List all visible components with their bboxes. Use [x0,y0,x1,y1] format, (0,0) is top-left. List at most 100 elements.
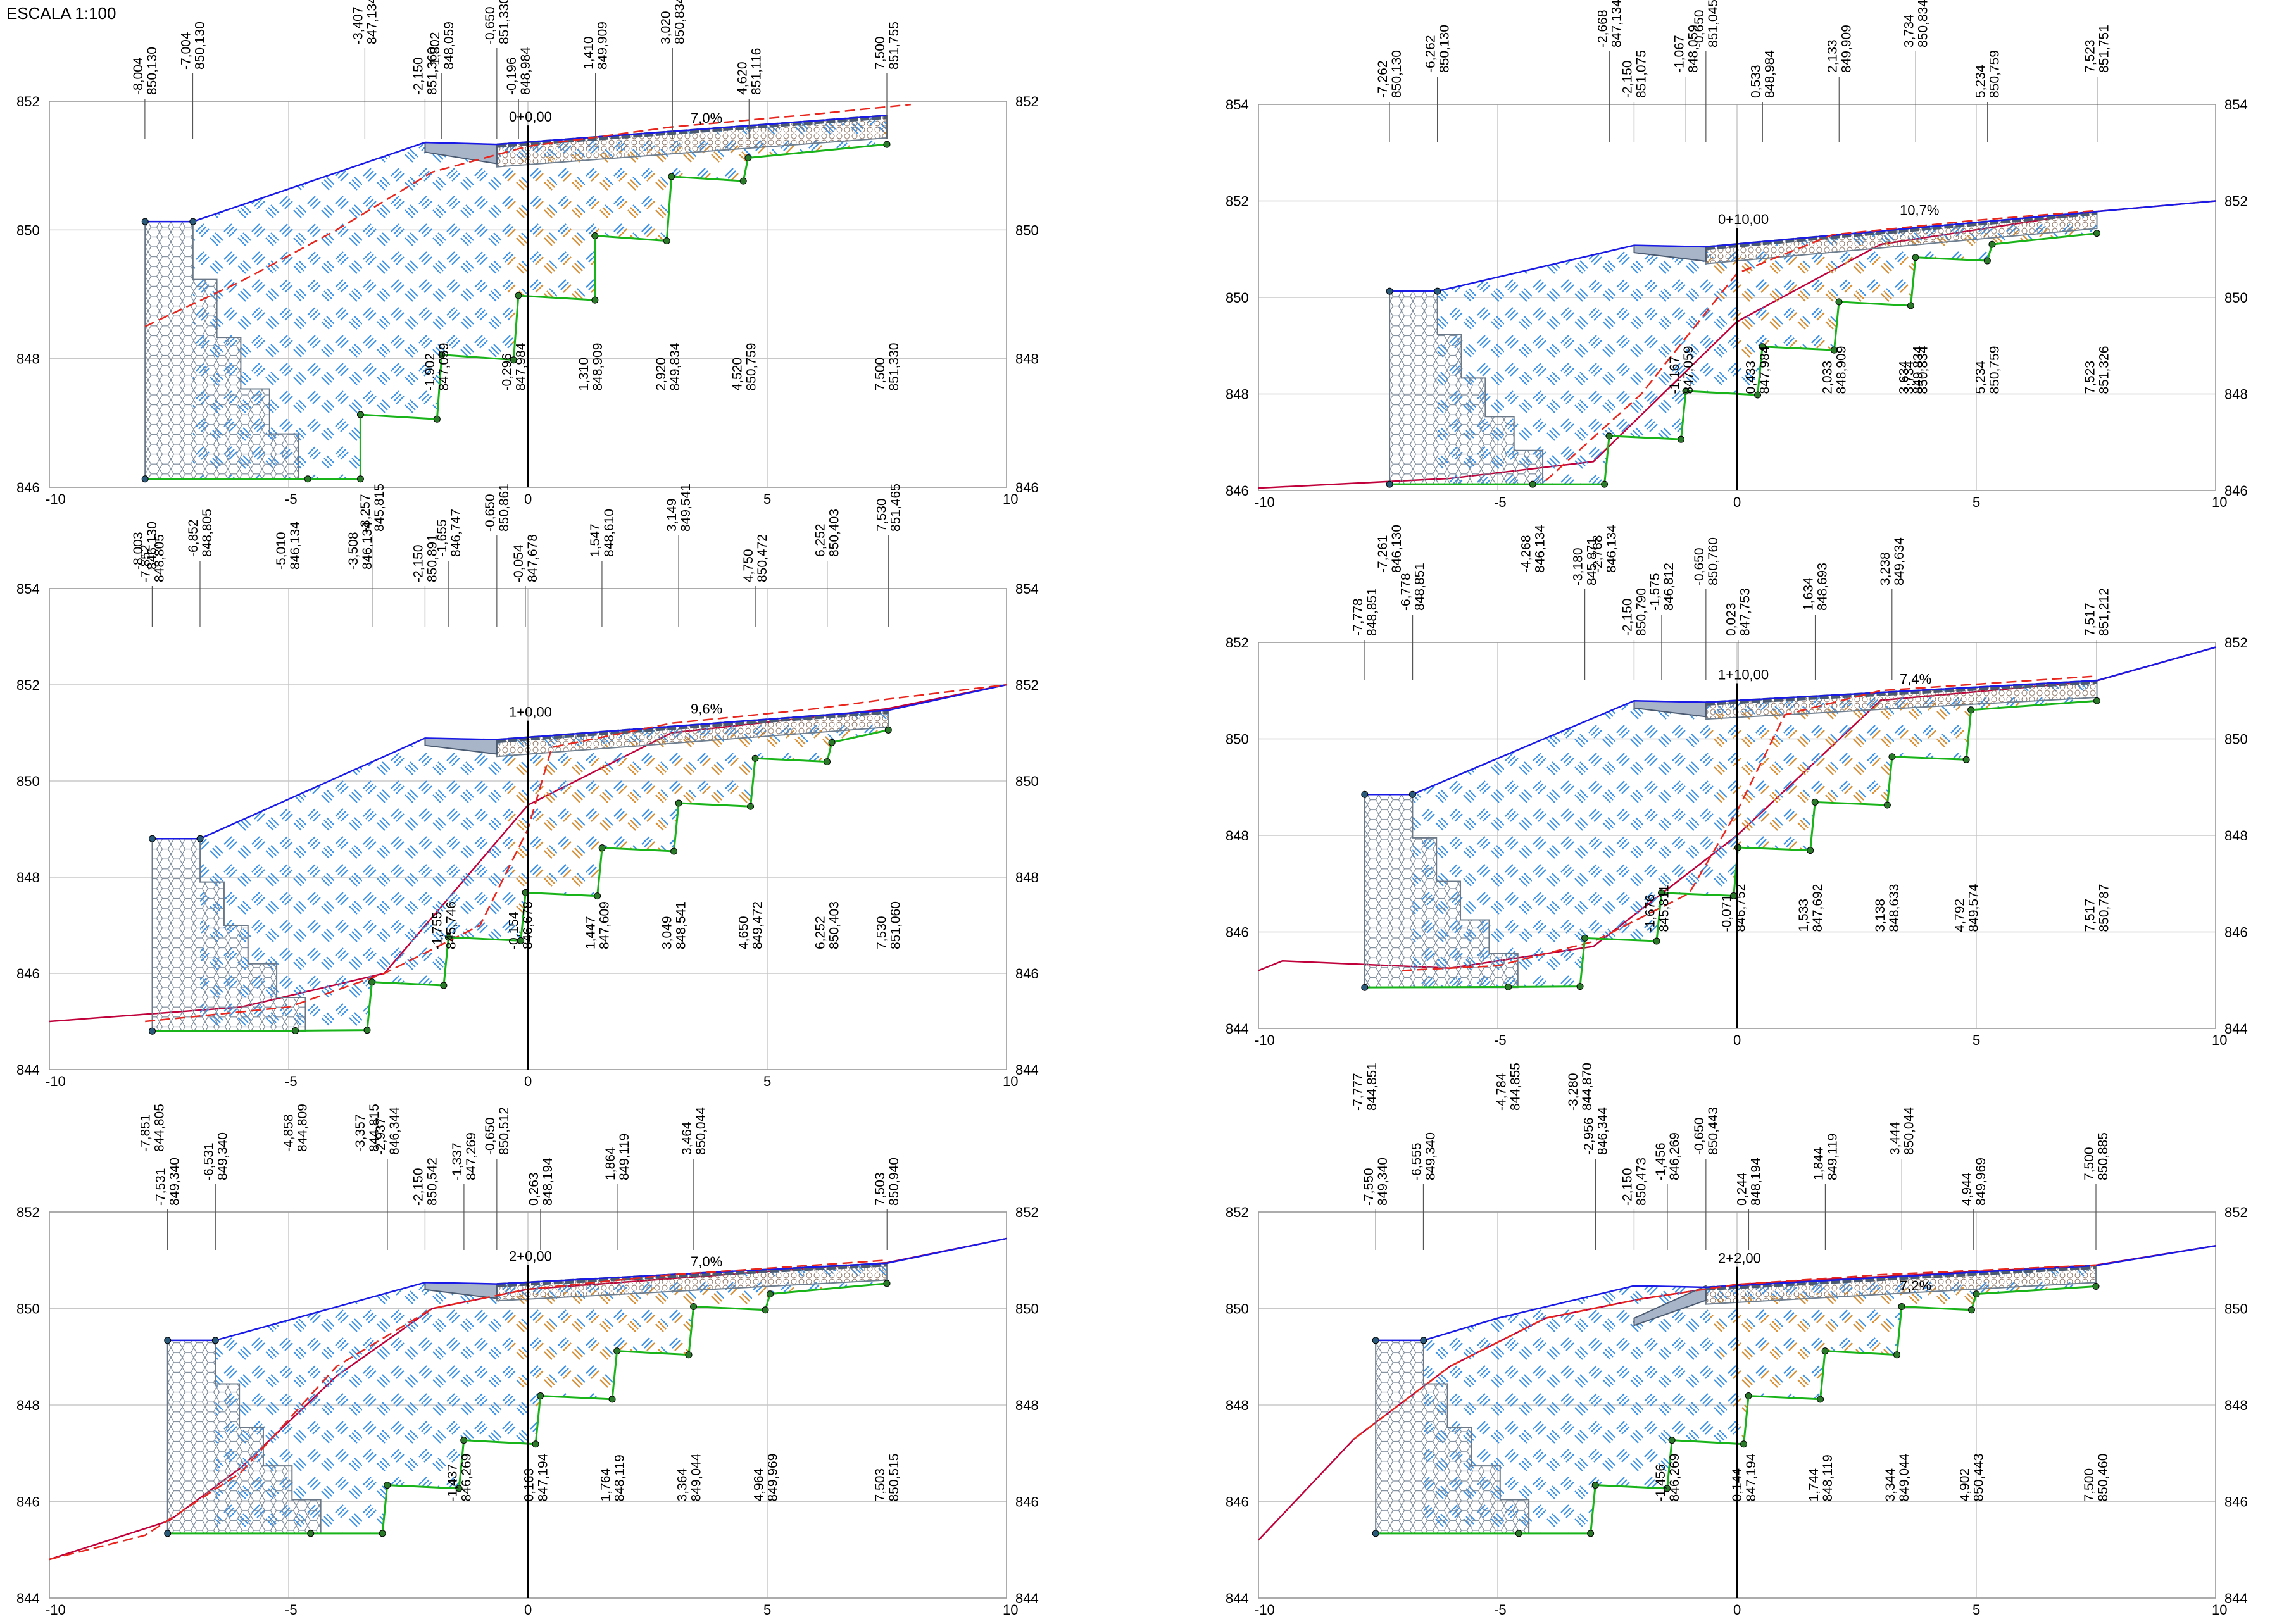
step-vertex [1898,1302,1905,1310]
wall-vertex [1361,984,1369,991]
step-vertex [884,726,892,734]
y-tick-label-left: 846 [1226,925,1249,940]
x-tick-label: -10 [46,1602,66,1618]
offset-label: -8,003 [131,532,146,570]
step-vertex [747,803,755,810]
y-tick-label-right: 852 [2224,1204,2248,1220]
offset-label: 1,310 [577,358,591,391]
step-vertex [1888,753,1896,761]
original-ground-dashed [49,1259,888,1561]
y-tick-label-left: 846 [16,1494,40,1510]
y-tick-label-right: 852 [2224,635,2248,651]
step-vertex [1745,1392,1752,1400]
y-tick-label-left: 852 [1226,635,1249,651]
offset-label: 3,734 [1902,14,1916,47]
offset-label: -1,755 [430,911,444,949]
step-vertex [1759,343,1766,351]
offset-label: -2,150 [1620,598,1634,636]
step-vertex [440,982,448,989]
wall-vertex [164,1337,172,1344]
offset-label: -0,296 [500,353,515,391]
design-ground-line [199,684,1007,840]
elevation-label: 850,443 [1706,1107,1721,1155]
offset-label: -7,261 [1376,535,1390,573]
offset-label: 4,650 [737,916,751,949]
elevation-label: 847,753 [1738,588,1753,636]
elevation-label: 848,909 [1835,346,1849,394]
elevation-label: 848,984 [518,47,533,95]
elevation-label: 846,344 [387,1107,402,1155]
x-tick-label: 0 [1733,1602,1741,1618]
offset-label: -3,280 [1566,1073,1581,1111]
y-tick-label-right: 852 [1015,1204,1039,1220]
step-vertex [1893,1351,1901,1359]
y-tick-label-right: 850 [1015,1301,1039,1317]
offset-label: -1,067 [1672,35,1686,73]
station-label: 1+10,00 [1718,667,1769,683]
y-tick-label-left: 850 [1226,1301,1249,1317]
offset-label: -1,456 [1653,1464,1668,1502]
x-tick-label: 10 [2212,1602,2227,1618]
offset-label: 3,634 [1897,361,1912,394]
step-vertex [1988,240,1996,248]
y-tick-label-left: 850 [1226,732,1249,747]
x-tick-label: 10 [2212,494,2227,510]
offset-label: 1,844 [1811,1147,1826,1180]
slope-label: 7,2% [1900,1278,1931,1294]
offset-label: -7,852 [138,544,153,582]
offset-label: -2,668 [1595,9,1610,47]
step-vertex [1912,254,1919,261]
x-tick-label: 5 [763,1073,771,1089]
station-label: 0+10,00 [1718,211,1769,227]
step-vertex [739,177,747,185]
elevation-label: 850,472 [755,534,770,582]
elevation-label: 850,512 [497,1107,511,1155]
elevation-label: 847,194 [1744,1453,1759,1501]
offset-label: 7,523 [2083,361,2098,394]
y-tick-label-left: 852 [1226,194,1249,209]
fill-hatch-area [192,115,887,479]
elevation-label: 851,326 [2097,346,2112,394]
elevation-label: 848,610 [602,509,617,557]
y-tick-label-left: 844 [1226,1590,1249,1606]
offset-label: 0,244 [1734,1172,1749,1206]
offset-label: 3,138 [1873,899,1888,932]
elevation-label: 848,805 [152,534,166,582]
step-vertex [608,1396,616,1403]
fill-hatch-orange-area [1705,223,2097,396]
wall-vertex [1372,1530,1379,1537]
offset-label: 7,503 [873,1172,888,1206]
elevation-label: 850,760 [1706,537,1721,585]
y-tick-label-left: 848 [1226,828,1249,844]
offset-label: 2,033 [1821,361,1835,394]
step-vertex [1830,346,1838,354]
y-tick-label-right: 848 [1015,351,1039,367]
fill-hatch-orange-area [496,131,887,360]
offset-label: 3,344 [1883,1468,1898,1502]
step-vertex [532,1440,539,1448]
offset-label: -7,851 [138,1114,153,1152]
step-vertex [1664,1485,1671,1492]
offset-label: 2,920 [654,358,668,391]
step-vertex [744,154,752,161]
offset-label: -6,555 [1409,1142,1424,1180]
offset-label: 7,530 [874,498,889,532]
offset-label: 7,500 [873,358,888,391]
elevation-label: 845,871 [1585,537,1600,585]
y-tick-label-right: 850 [1015,773,1039,789]
wall-vertex [189,218,197,225]
elevation-label: 847,194 [536,1453,550,1501]
wall-vertex [1386,287,1393,295]
step-vertex [1817,1396,1824,1403]
station-label: 2+2,00 [1718,1251,1761,1266]
step-vertex [356,411,364,418]
step-vertex [685,1351,693,1359]
offset-label: -2,150 [1620,60,1634,98]
x-tick-label: -10 [1255,494,1275,510]
x-tick-label: -5 [1494,1032,1507,1048]
elevation-label: 844,809 [296,1104,310,1152]
y-tick-label-right: 850 [2224,1301,2248,1317]
elevation-label: 850,759 [1988,346,2002,394]
offset-label: 1,634 [1802,577,1816,611]
